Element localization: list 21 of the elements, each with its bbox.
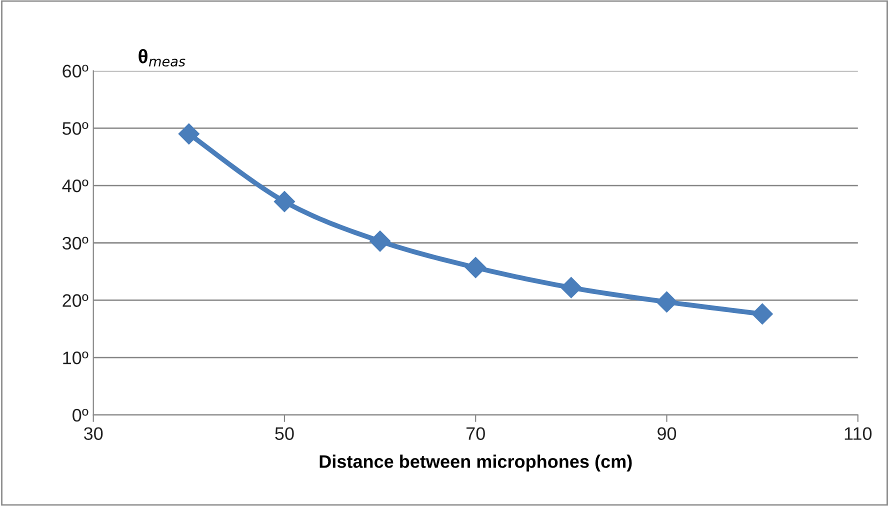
point (465, 257, 486, 278)
x-tick-label: 70 (466, 427, 485, 440)
y-tick-label: 60º (62, 64, 88, 78)
point (274, 191, 295, 212)
point (560, 277, 582, 298)
x-tick-label: 30 (84, 427, 103, 440)
x-tick-label: 110 (844, 427, 872, 440)
y-tick-label: 10º (63, 351, 88, 364)
y-tick-label: 50º (62, 122, 88, 135)
y-tick-label: 20º (62, 294, 88, 307)
point (370, 230, 391, 252)
x-tick-label: 90 (658, 427, 676, 440)
y-tick-label: 30º (62, 236, 88, 250)
y-axis-title: θ$_{meas}$ (138, 49, 186, 67)
y-tick-label: 0º (72, 408, 88, 422)
point (178, 123, 200, 144)
point (656, 291, 678, 312)
y-tick-label: 40º (62, 179, 88, 192)
x-axis-title: Distance between microphones (cm) (320, 454, 632, 472)
x-tick-label: 50 (275, 427, 294, 440)
point (752, 303, 773, 325)
